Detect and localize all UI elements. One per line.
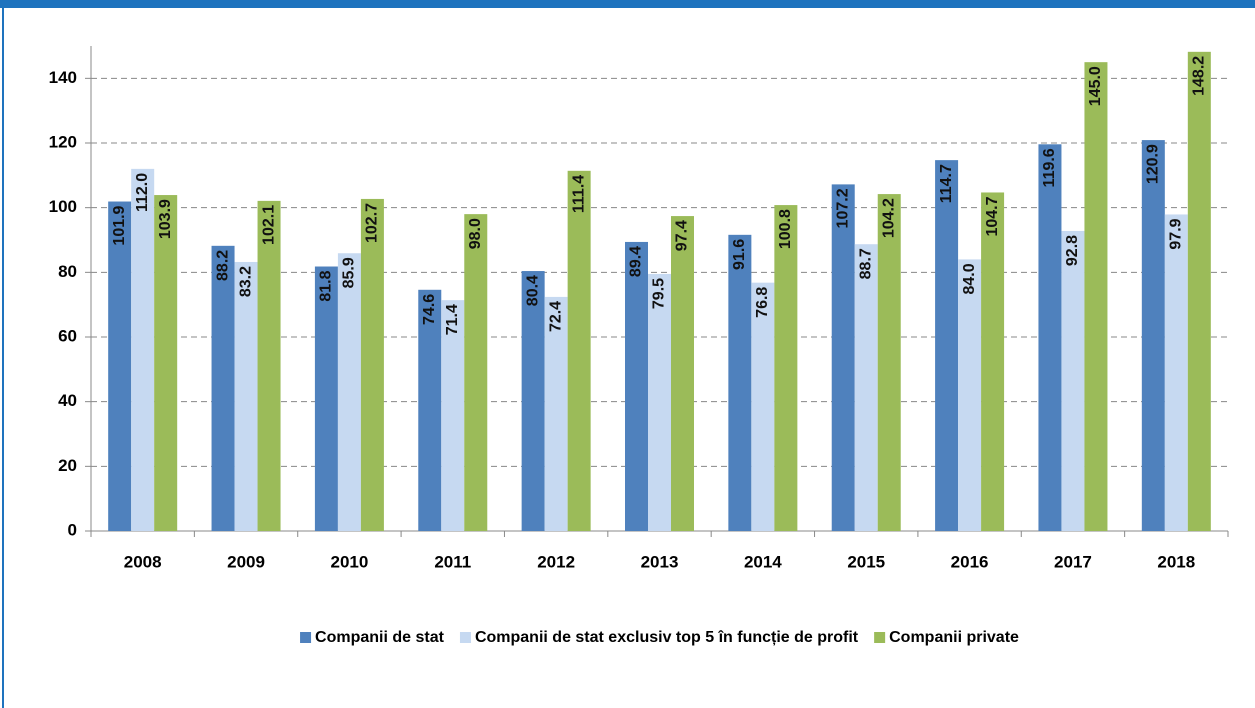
y-tick-label: 40 — [58, 391, 77, 410]
value-label: 148.2 — [1191, 56, 1208, 96]
value-label: 88.7 — [857, 248, 874, 279]
bar — [774, 205, 798, 531]
value-label: 85.9 — [341, 257, 358, 288]
top-band — [0, 0, 1255, 8]
value-label: 97.9 — [1168, 218, 1185, 249]
y-tick-label: 20 — [58, 456, 77, 475]
bar — [1084, 62, 1108, 532]
bar — [751, 282, 775, 531]
bar — [831, 184, 855, 532]
value-label: 83.2 — [237, 266, 254, 297]
bar — [234, 261, 258, 531]
x-tick-label: 2012 — [537, 552, 575, 571]
bar — [1141, 140, 1165, 531]
bar — [1187, 51, 1211, 531]
value-label: 104.2 — [880, 198, 897, 238]
value-label: 88.2 — [214, 250, 231, 281]
value-label: 103.9 — [157, 199, 174, 239]
value-label: 102.7 — [364, 203, 381, 243]
bar — [464, 214, 488, 531]
value-label: 145.0 — [1087, 66, 1104, 106]
value-label: 81.8 — [318, 270, 335, 301]
value-label: 107.2 — [834, 188, 851, 228]
legend-label: Companii de stat — [315, 629, 445, 646]
x-tick-label: 2009 — [227, 552, 265, 571]
value-label: 98.0 — [467, 218, 484, 249]
y-tick-label: 60 — [58, 326, 77, 345]
bar — [441, 300, 465, 531]
y-tick-label: 0 — [68, 520, 77, 539]
y-tick-label: 140 — [49, 68, 77, 87]
bar — [648, 273, 671, 531]
bar — [154, 195, 178, 531]
x-tick-label: 2016 — [951, 552, 989, 571]
bar — [877, 194, 901, 531]
bar — [1061, 230, 1085, 532]
value-label: 119.6 — [1041, 148, 1058, 187]
bar — [131, 168, 155, 531]
value-label: 84.0 — [961, 263, 978, 294]
legend-label: Companii private — [889, 629, 1019, 646]
y-tick-label: 100 — [49, 197, 77, 216]
x-tick-label: 2017 — [1054, 552, 1092, 571]
bar — [211, 245, 235, 531]
y-tick-label: 120 — [49, 132, 77, 151]
value-label: 102.1 — [260, 205, 277, 245]
value-label: 72.4 — [547, 301, 564, 332]
x-tick-label: 2018 — [1157, 552, 1195, 571]
bar — [981, 192, 1005, 531]
bar — [958, 259, 982, 531]
bar — [544, 296, 568, 531]
bar — [1038, 144, 1062, 531]
bar — [854, 244, 878, 531]
value-label: 101.9 — [111, 205, 128, 245]
value-label: 114.7 — [938, 164, 955, 203]
x-tick-label: 2008 — [124, 552, 162, 571]
value-label: 120.9 — [1145, 144, 1162, 184]
value-label: 112.0 — [134, 173, 151, 212]
bar — [521, 271, 545, 531]
value-label: 104.7 — [984, 196, 1001, 236]
value-label: 92.8 — [1064, 235, 1081, 266]
legend-swatch — [300, 632, 312, 643]
bar — [625, 241, 648, 531]
value-label: 80.4 — [524, 275, 541, 306]
x-tick-label: 2015 — [847, 552, 885, 571]
bar — [1164, 214, 1188, 531]
y-tick-label: 80 — [58, 262, 77, 281]
legend-label: Companii de stat exclusiv top 5 în funcț… — [475, 629, 859, 646]
value-label: 111.4 — [570, 175, 587, 213]
bar — [671, 216, 694, 531]
x-tick-label: 2011 — [434, 552, 471, 571]
bar — [314, 266, 338, 531]
value-label: 100.8 — [777, 209, 794, 249]
value-label: 79.5 — [651, 278, 668, 309]
bar — [257, 200, 281, 532]
bar — [418, 289, 442, 531]
value-label: 74.6 — [421, 294, 438, 325]
value-label: 89.4 — [628, 246, 645, 277]
bar — [360, 198, 384, 532]
bar — [337, 253, 361, 532]
bar — [728, 234, 752, 531]
bar — [567, 170, 591, 531]
x-tick-label: 2014 — [744, 552, 782, 571]
bar — [108, 201, 132, 532]
x-tick-label: 2010 — [330, 552, 368, 571]
legend-swatch — [874, 632, 886, 643]
legend-swatch — [459, 632, 471, 643]
value-label: 76.8 — [754, 287, 771, 318]
value-label: 71.4 — [444, 304, 461, 335]
bar — [935, 160, 959, 532]
x-tick-label: 2013 — [641, 552, 679, 571]
value-label: 91.6 — [731, 239, 748, 270]
value-label: 97.4 — [674, 220, 691, 251]
